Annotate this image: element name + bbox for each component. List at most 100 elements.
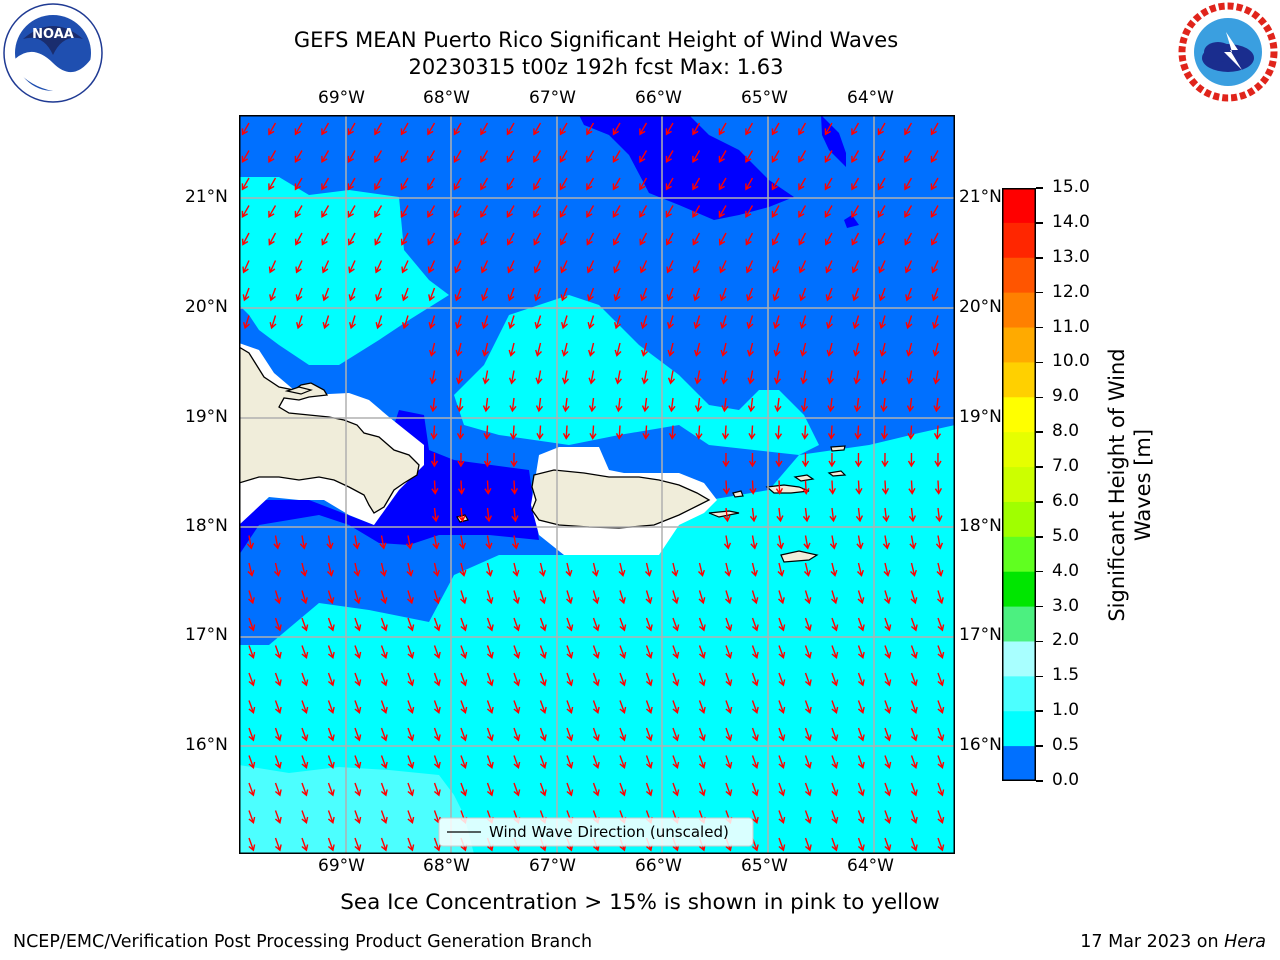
wind-arrow xyxy=(456,425,465,440)
wind-arrow xyxy=(592,617,600,632)
wind-arrow xyxy=(614,370,623,385)
wind-arrow xyxy=(851,232,860,246)
wind-arrow xyxy=(354,645,362,659)
wind-arrow xyxy=(884,837,892,852)
wind-arrow xyxy=(884,645,892,659)
lat-label-right-5: 16°N xyxy=(959,735,1002,755)
wind-arrow xyxy=(301,700,309,714)
sea-ice-note: Sea Ice Concentration > 15% is shown in … xyxy=(340,890,940,915)
wind-arrow xyxy=(671,562,679,577)
wind-arrow xyxy=(486,672,494,687)
wind-arrow xyxy=(457,452,465,468)
wind-arrow xyxy=(326,535,334,550)
wind-arrow xyxy=(778,617,786,632)
lon-label-bottom-3: 66°W xyxy=(635,856,682,876)
wind-arrow xyxy=(829,535,838,550)
colorbar-tick-label-13: 2.0 xyxy=(1052,630,1080,651)
wind-arrow xyxy=(804,810,812,824)
wind-arrow xyxy=(559,122,568,136)
wind-arrow xyxy=(327,837,335,852)
wind-arrow xyxy=(804,617,812,632)
wind-arrow xyxy=(639,177,648,191)
wind-arrow xyxy=(665,177,674,191)
wind-arrow xyxy=(698,700,706,714)
wind-arrow xyxy=(778,590,785,605)
wind-arrow xyxy=(347,232,356,246)
wind-arrow xyxy=(484,507,493,523)
wind-arrow xyxy=(539,755,547,769)
wind-arrow xyxy=(930,205,939,218)
wind-arrow xyxy=(480,260,489,274)
wind-arrow xyxy=(506,177,515,191)
wind-arrow xyxy=(400,177,409,191)
colorbar-tick-label-14: 1.5 xyxy=(1052,665,1080,686)
wind-arrow xyxy=(619,755,627,769)
wind-arrow xyxy=(349,315,356,330)
wind-arrow xyxy=(433,590,441,605)
wind-arrow xyxy=(857,645,865,659)
wind-arrow xyxy=(745,122,754,136)
wind-arrow xyxy=(724,562,732,577)
wind-arrow xyxy=(778,810,786,824)
wind-arrow xyxy=(612,205,621,218)
colorbar-tickmark-0 xyxy=(1036,187,1043,189)
wind-arrow xyxy=(645,617,653,632)
land-vieques xyxy=(708,510,740,518)
wind-arrow xyxy=(829,507,837,523)
wind-arrow xyxy=(639,232,648,246)
wind-arrow xyxy=(879,315,886,330)
wind-arrow xyxy=(798,232,807,246)
wind-arrow xyxy=(644,562,652,577)
wind-arrow xyxy=(878,287,886,302)
wind-arrow xyxy=(720,342,728,357)
wind-arrow xyxy=(592,645,600,659)
wave-band-1p5-2 xyxy=(239,765,474,854)
wind-arrow xyxy=(483,452,492,468)
wind-arrow xyxy=(301,810,309,824)
wind-arrow xyxy=(824,232,833,246)
wind-arrow xyxy=(407,617,415,632)
wind-arrow xyxy=(723,535,732,550)
wind-arrow xyxy=(457,480,466,495)
wind-arrow xyxy=(513,617,521,632)
wind-arrow xyxy=(374,205,383,218)
wind-arrow xyxy=(698,590,706,605)
wind-arrow xyxy=(614,315,621,330)
wind-arrow xyxy=(930,150,939,163)
wind-arrow xyxy=(904,177,913,191)
colorbar-swatch-13 xyxy=(1002,641,1036,677)
wind-arrow xyxy=(857,810,865,824)
wind-arrow xyxy=(268,177,277,191)
wind-arrow xyxy=(854,425,862,440)
wind-arrow xyxy=(698,645,706,659)
wind-arrow xyxy=(800,342,807,357)
wind-arrow xyxy=(432,535,440,550)
wind-arrow xyxy=(932,315,939,330)
wind-arrow xyxy=(513,727,521,742)
wind-arrow xyxy=(511,535,520,550)
wind-arrow xyxy=(482,370,490,385)
wind-arrow xyxy=(853,342,860,357)
wind-arrow xyxy=(721,425,730,440)
lat-label-right-0: 21°N xyxy=(959,187,1002,207)
wind-arrow xyxy=(804,672,812,687)
wind-arrow xyxy=(852,287,860,302)
colorbar-tick-label-8: 7.0 xyxy=(1052,456,1080,477)
land-tortola xyxy=(793,474,815,482)
wind-arrow xyxy=(879,370,888,385)
wind-arrow xyxy=(400,150,409,163)
colorbar-tickmark-15 xyxy=(1036,710,1043,712)
colorbar-swatch-6 xyxy=(1002,397,1036,433)
lat-label-left-4: 17°N xyxy=(185,625,228,645)
wind-arrow xyxy=(354,590,361,605)
wind-arrow xyxy=(910,672,918,687)
noaa-logo: NOAA xyxy=(3,3,103,103)
wind-arrow xyxy=(513,782,521,797)
noaa-logo-text: NOAA xyxy=(32,27,74,42)
lon-label-top-4: 65°W xyxy=(741,88,788,108)
wind-arrow xyxy=(851,177,860,191)
wind-arrow xyxy=(433,617,441,632)
wind-arrow xyxy=(933,397,941,413)
wind-arrow xyxy=(798,177,807,191)
wind-arrow xyxy=(327,727,335,742)
